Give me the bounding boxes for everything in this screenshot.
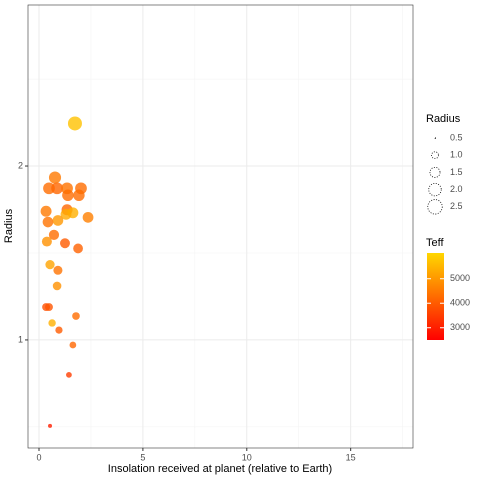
y-tick-label: 1 bbox=[18, 334, 23, 344]
point bbox=[45, 260, 55, 270]
size-legend-label: 2.0 bbox=[450, 184, 463, 194]
size-legend-title: Radius bbox=[426, 113, 461, 125]
size-legend-label: 1.0 bbox=[450, 150, 463, 160]
x-tick-label: 5 bbox=[140, 452, 145, 462]
size-legend-key bbox=[434, 137, 436, 139]
size-legend-label: 1.5 bbox=[450, 167, 463, 177]
point bbox=[52, 281, 62, 291]
x-tick-label: 0 bbox=[37, 452, 42, 462]
point bbox=[42, 216, 54, 228]
colorbar-label: 5000 bbox=[450, 273, 470, 283]
point bbox=[60, 238, 70, 249]
point bbox=[45, 303, 53, 312]
x-tick-label: 10 bbox=[242, 452, 252, 462]
size-legend-label: 2.5 bbox=[450, 201, 463, 211]
colorbar-label: 3000 bbox=[450, 322, 470, 332]
point bbox=[48, 171, 62, 184]
size-legend-label: 0.5 bbox=[450, 132, 463, 142]
point bbox=[69, 341, 77, 349]
y-tick-label: 2 bbox=[18, 160, 23, 170]
point bbox=[41, 236, 52, 247]
size-legend-key bbox=[427, 199, 443, 215]
size-legend-key bbox=[431, 151, 439, 160]
point bbox=[67, 116, 82, 131]
point bbox=[48, 319, 56, 327]
x-axis-title: Insolation received at planet (relative … bbox=[108, 463, 332, 475]
point bbox=[66, 371, 72, 378]
point bbox=[48, 423, 53, 428]
point bbox=[73, 243, 83, 254]
point bbox=[43, 182, 55, 195]
size-legend-key bbox=[429, 166, 441, 178]
panel-border bbox=[27, 4, 414, 449]
point bbox=[52, 215, 64, 226]
point bbox=[48, 229, 60, 240]
point bbox=[73, 189, 85, 202]
point bbox=[53, 265, 63, 275]
panel bbox=[28, 5, 413, 448]
colorbar-label: 4000 bbox=[450, 298, 470, 308]
color-legend-title: Teff bbox=[426, 237, 444, 249]
y-axis-title: Radius bbox=[3, 208, 15, 243]
size-legend-key bbox=[428, 182, 442, 197]
point bbox=[82, 211, 94, 223]
point bbox=[72, 312, 80, 320]
point bbox=[51, 182, 63, 195]
point bbox=[55, 326, 63, 334]
colorbar bbox=[427, 253, 444, 340]
x-tick-label: 15 bbox=[346, 452, 356, 462]
point bbox=[60, 208, 72, 220]
point bbox=[40, 205, 52, 217]
point bbox=[62, 189, 74, 202]
